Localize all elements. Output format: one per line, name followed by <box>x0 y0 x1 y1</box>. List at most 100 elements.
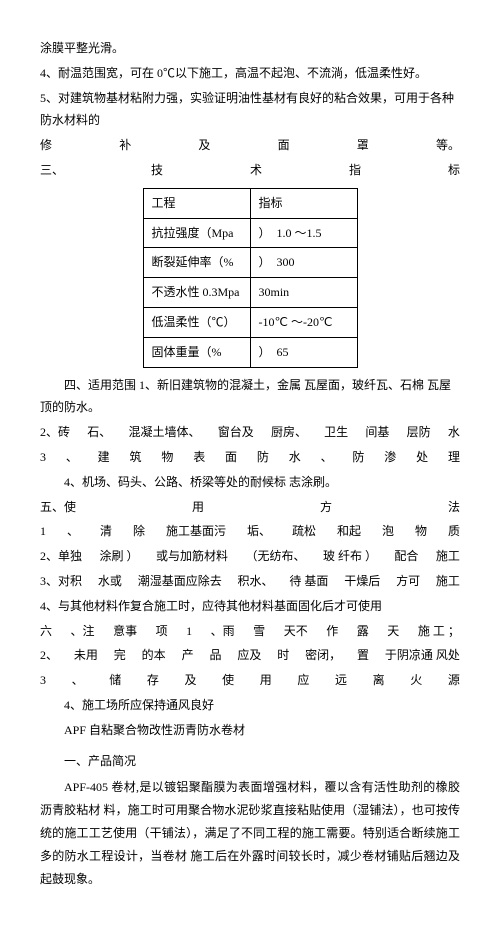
t: 厨房、 <box>271 421 307 444</box>
t: 应及 <box>237 644 261 667</box>
row-2: 2、砖 石、 混凝土墙体、 窗台及 厨房、 卫生 间基 层防 水 <box>40 421 460 444</box>
t: 2、 <box>40 644 58 667</box>
t: 理 <box>448 446 460 469</box>
t: 存 <box>147 669 159 692</box>
row-u2: 2、单独 涂刷 ） 或与加筋材料 （无纺布、 玻 纤布 ） 配合 施工 <box>40 545 460 568</box>
t: 玻 纤布 ） <box>323 545 377 568</box>
t: 石、 <box>87 421 111 444</box>
t: 疏松 <box>292 520 316 543</box>
t: 质 <box>448 520 460 543</box>
td: 断裂延伸率（% <box>143 248 250 278</box>
t: 使 <box>222 669 234 692</box>
t: 等。 <box>436 134 460 157</box>
t: 、 <box>66 446 78 469</box>
t: 积水、 <box>238 570 274 593</box>
t: 物 <box>161 446 173 469</box>
t: 项 <box>156 620 168 643</box>
paragraph: 4、机场、码头、公路、桥梁等处的耐候标 志涂刷。 <box>40 471 460 494</box>
paragraph: 5、对建筑物基材粘附力强，实验证明油性基材有良好的粘合效果，可用于各种防水材料的 <box>40 87 460 133</box>
row-liu: 六 、注 意事 项 1 、雨 雪 天不 作 露 天 施 工 ； <box>40 620 460 643</box>
td: -10℃ ～-20℃ <box>250 307 357 337</box>
t: 储 <box>109 669 121 692</box>
t: 源 <box>448 669 460 692</box>
t: 离 <box>373 669 385 692</box>
td: 30min <box>250 278 357 308</box>
t: 防 <box>257 446 269 469</box>
t: 潮湿基面应除去 <box>138 570 222 593</box>
t: 三、 <box>40 159 64 182</box>
paragraph: 涂膜平整光滑。 <box>40 37 460 60</box>
t: 表 <box>193 446 205 469</box>
t: 天 <box>387 620 399 643</box>
t: 施 工 ； <box>418 620 460 643</box>
td: 低温柔性（℃） <box>143 307 250 337</box>
t: 3 <box>40 669 46 692</box>
t: 泡 <box>382 520 394 543</box>
t: 施工 <box>436 570 460 593</box>
t: 意事 <box>113 620 137 643</box>
t: 混凝土墙体、 <box>128 421 200 444</box>
t: 垢、 <box>247 520 271 543</box>
t: 或与加筋材料 <box>156 545 228 568</box>
t: 密闭， <box>305 644 341 667</box>
t: 配合 <box>394 545 418 568</box>
t: 水或 <box>98 570 122 593</box>
t: 完 <box>114 644 126 667</box>
t: 六 <box>40 620 52 643</box>
t: 指 <box>349 159 361 182</box>
paragraph: 四、适用范围 1、新旧建筑物的混凝土，金属 瓦屋面，玻纤瓦、石棉 瓦屋顶的防水。 <box>40 374 460 420</box>
paragraph: APF-405 卷材,是以镀铝聚酯膜为表面增强材料，覆以含有活性助剂的橡胶沥青胶… <box>40 776 460 890</box>
td: 抗拉强度（Mpa <box>143 218 250 248</box>
td: 固体重量（% <box>143 337 250 367</box>
t: 清 <box>100 520 112 543</box>
t: 2、砖 <box>40 421 70 444</box>
t: 法 <box>448 496 460 519</box>
t: 露 <box>357 620 369 643</box>
td: ） 300 <box>250 248 357 278</box>
t: 筑 <box>130 446 142 469</box>
t: 、雨 <box>211 620 235 643</box>
row-u1: 1 、 清 除 施工基面污 垢、 疏松 和起 泡 物 质 <box>40 520 460 543</box>
paragraph: 4、与其他材料作复合施工时，应待其他材料基面固化后才可使用 <box>40 595 460 618</box>
t: 的本 <box>142 644 166 667</box>
row-xiu: 修 补 及 面 罩 等。 <box>40 134 460 157</box>
t: 罩 <box>357 134 369 157</box>
t: 处 <box>416 446 428 469</box>
t: 卫生 <box>324 421 348 444</box>
t: 和起 <box>337 520 361 543</box>
t: 未用 <box>74 644 98 667</box>
td: ） 1.0 ～1.5 <box>250 218 357 248</box>
t: 产 <box>182 644 194 667</box>
th: 指标 <box>250 188 357 218</box>
row-n3: 3 、 储 存 及 使 用 应 远 离 火 源 <box>40 669 460 692</box>
t: 渗 <box>384 446 396 469</box>
t: 补 <box>119 134 131 157</box>
t: 品 <box>209 644 221 667</box>
t: 3、对积 <box>40 570 82 593</box>
t: 用 <box>192 496 204 519</box>
row-u3: 3、对积 水或 潮湿基面应除去 积水、 待 基面 干燥后 方可 施工 <box>40 570 460 593</box>
t: 面 <box>278 134 290 157</box>
t: 建 <box>98 446 110 469</box>
th: 工程 <box>143 188 250 218</box>
row-3: 3 、 建 筑 物 表 面 防 水 、 防 渗 处 理 <box>40 446 460 469</box>
t: 雪 <box>253 620 265 643</box>
t: 及 <box>198 134 210 157</box>
t: （无纺布、 <box>245 545 305 568</box>
td: 不透水性 0.3Mpa <box>143 278 250 308</box>
t: 置 <box>357 644 369 667</box>
t: 作 <box>326 620 338 643</box>
t: 待 基面 <box>289 570 328 593</box>
t: 2、单独 <box>40 545 82 568</box>
t: 标 <box>448 159 460 182</box>
t: 物 <box>415 520 427 543</box>
t: 窗台及 <box>218 421 254 444</box>
t: 施工基面污 <box>166 520 226 543</box>
t: 水 <box>448 421 460 444</box>
t: 及 <box>184 669 196 692</box>
spec-table: 工程指标 抗拉强度（Mpa） 1.0 ～1.5 断裂延伸率（%） 300 不透水… <box>143 188 358 368</box>
t: 天不 <box>284 620 308 643</box>
t: 用 <box>260 669 272 692</box>
t: 除 <box>133 520 145 543</box>
row-n2: 2、 未用 完 的本 产 品 应及 时 密闭， 置 于阴凉通 风处 <box>40 644 460 667</box>
